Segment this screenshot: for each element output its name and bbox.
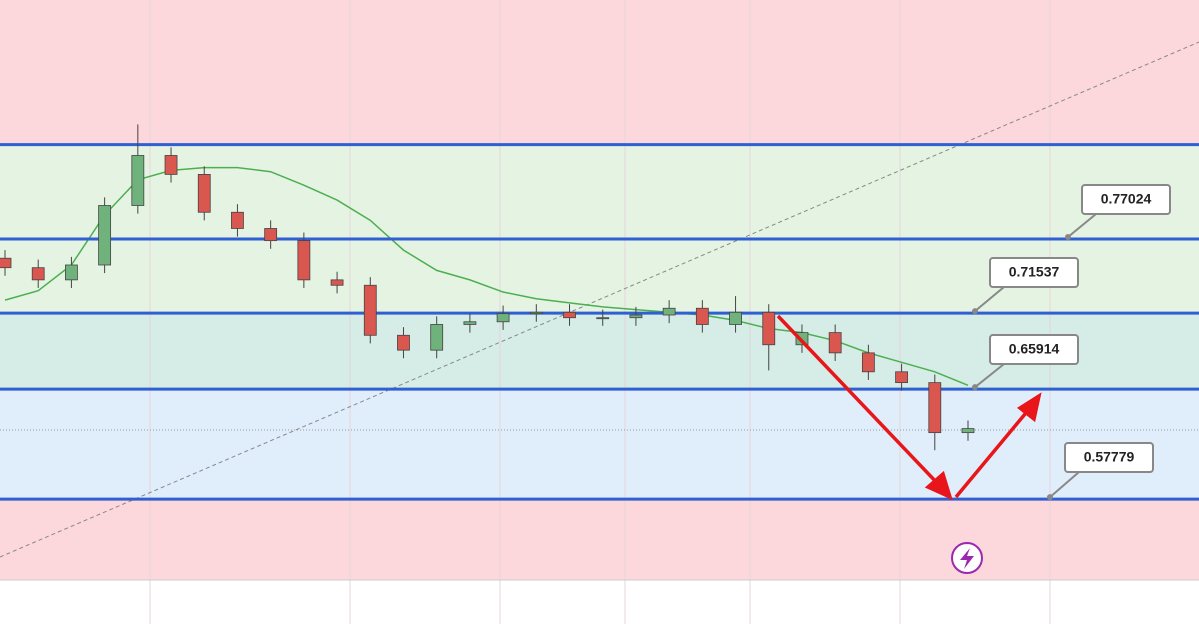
- candle-body: [895, 371, 908, 384]
- arrows: [776, 314, 1042, 501]
- candle-body: [397, 334, 410, 351]
- background-bands: [0, 0, 1199, 580]
- level-label: 0.77024: [1101, 191, 1152, 207]
- trend-line: [0, 41, 1199, 558]
- candle-body: [762, 311, 776, 346]
- arrow-head: [924, 470, 953, 501]
- candle-body: [961, 428, 975, 434]
- candle-body: [629, 314, 643, 319]
- candle-body: [264, 228, 278, 242]
- callout-box: [989, 334, 1079, 365]
- candle-body: [65, 264, 78, 281]
- candle-body: [231, 211, 244, 229]
- callout-dot: [1065, 233, 1071, 240]
- callout-pointer: [974, 286, 1005, 312]
- callout-pointer: [974, 363, 1005, 388]
- callout-dot: [972, 384, 978, 391]
- callout-dot: [1047, 494, 1053, 501]
- callout-box: [989, 257, 1079, 288]
- band: [0, 0, 1199, 145]
- candle-body: [662, 307, 676, 316]
- callout-box: [1064, 442, 1154, 473]
- arrow-head: [1016, 392, 1042, 423]
- candle-body: [463, 321, 477, 325]
- candle-body: [828, 332, 842, 354]
- candle-body: [297, 240, 311, 281]
- candle-body: [98, 205, 112, 266]
- alert-bolt[interactable]: [960, 548, 974, 569]
- candle-body: [563, 311, 576, 319]
- alert-icon[interactable]: [951, 542, 983, 574]
- candle-body: [197, 174, 211, 213]
- level-label: 0.57779: [1084, 449, 1135, 465]
- callout-dot: [972, 308, 978, 315]
- callout-box: [1081, 184, 1171, 215]
- candle-body: [596, 317, 610, 320]
- band: [0, 499, 1199, 580]
- marks: [0, 124, 1199, 501]
- candle-body: [164, 155, 178, 175]
- candle-body: [31, 267, 45, 281]
- band: [0, 389, 1199, 500]
- level-label: 0.65914: [1009, 341, 1060, 357]
- level-callouts: 0.77024 0.71537 0.65914 0.57779: [972, 184, 1171, 501]
- callout-pointer: [1067, 213, 1097, 238]
- candle-body: [928, 382, 942, 434]
- level-label: 0.71537: [1009, 264, 1060, 280]
- arrow-down: [776, 314, 942, 488]
- arrow-up: [954, 406, 1032, 499]
- callout-pointer: [1049, 471, 1080, 498]
- candle-body: [430, 324, 444, 351]
- candle-body: [729, 311, 742, 325]
- candle-body: [496, 313, 510, 323]
- candle-body: [695, 307, 709, 325]
- candle-body: [363, 284, 377, 336]
- candle-body: [861, 352, 875, 373]
- candle-body: [131, 155, 145, 206]
- candle-body: [0, 257, 12, 269]
- candle-body: [529, 311, 543, 315]
- candle-body: [330, 279, 344, 286]
